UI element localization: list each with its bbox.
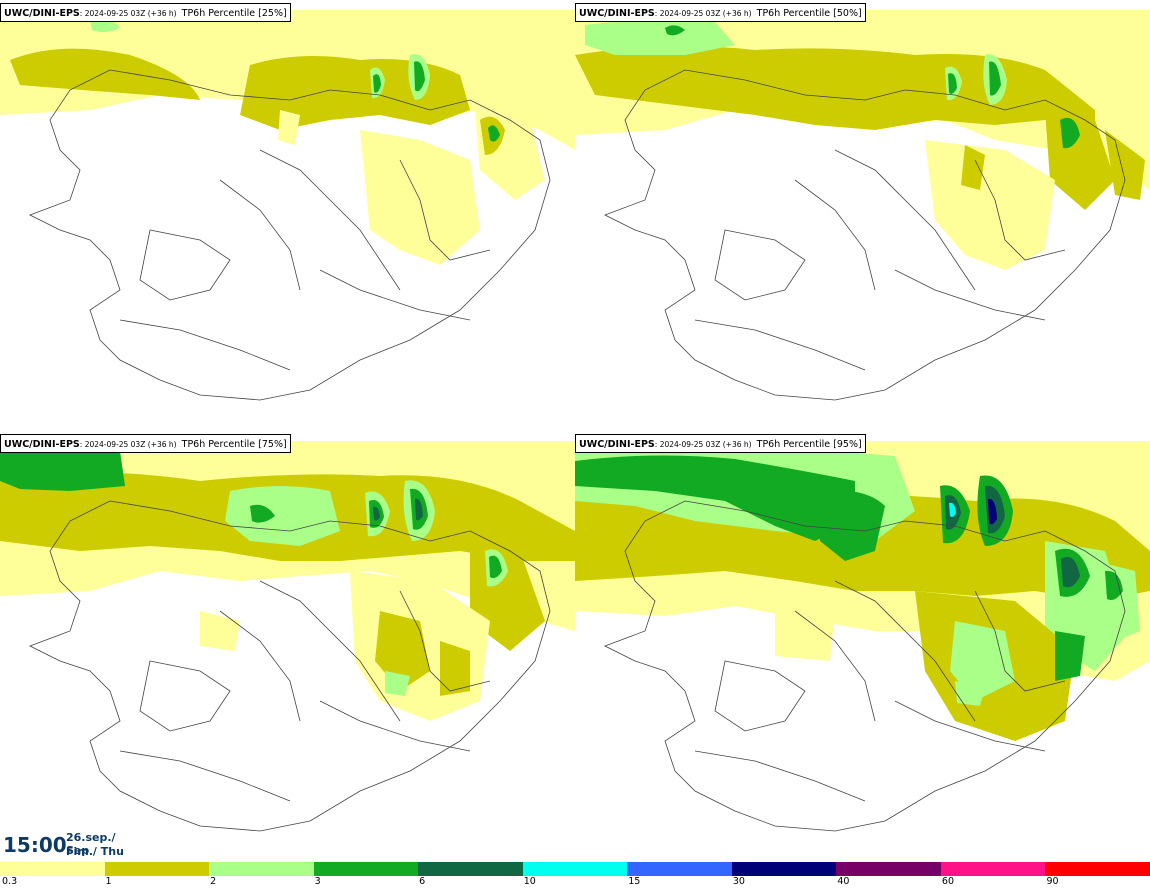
color-scale-ticks: 0.3 1 2 3 6 10 15 30 40 60 90 bbox=[0, 876, 1150, 891]
color-scale-tick-label: 10 bbox=[523, 876, 536, 887]
valid-date: 26.sep./ Sep bbox=[66, 831, 116, 857]
color-scale-segment bbox=[313, 862, 419, 876]
color-scale-tick-label: 6 bbox=[419, 876, 426, 887]
color-scale-tick-label: 1 bbox=[105, 876, 112, 887]
field-name: TP6h Percentile [25%] bbox=[181, 8, 287, 19]
color-scale-tick-label: 60 bbox=[941, 876, 954, 887]
model-name: UWC/DINI-EPS bbox=[579, 439, 655, 450]
color-scale-segment bbox=[836, 862, 941, 876]
field-name: TP6h Percentile [50%] bbox=[756, 8, 862, 19]
precip-map-95 bbox=[575, 431, 1150, 861]
model-name: UWC/DINI-EPS bbox=[4, 439, 80, 450]
map-panel-50: UWC/DINI-EPS: 2024-09-25 03Z (+36 h) TP6… bbox=[575, 0, 1150, 430]
run-info: : 2024-09-25 03Z (+36 h) bbox=[79, 9, 177, 18]
precip-map-50 bbox=[575, 0, 1150, 430]
run-info: : 2024-09-25 03Z (+36 h) bbox=[654, 440, 752, 449]
color-scale-segment bbox=[104, 862, 210, 876]
color-scale-segment bbox=[1045, 862, 1150, 876]
panel-title-95: UWC/DINI-EPS: 2024-09-25 03Z (+36 h) TP6… bbox=[575, 434, 866, 453]
color-scale-segment bbox=[522, 862, 628, 876]
precip-map-75 bbox=[0, 431, 575, 861]
model-name: UWC/DINI-EPS bbox=[4, 8, 80, 19]
color-scale-tick-label: 40 bbox=[837, 876, 850, 887]
color-scale-tick-label: 30 bbox=[732, 876, 745, 887]
panel-title-75: UWC/DINI-EPS: 2024-09-25 03Z (+36 h) TP6… bbox=[0, 434, 291, 453]
map-panel-25: UWC/DINI-EPS: 2024-09-25 03Z (+36 h) TP6… bbox=[0, 0, 575, 430]
color-scale-bar bbox=[0, 862, 1150, 876]
map-panel-95: UWC/DINI-EPS: 2024-09-25 03Z (+36 h) TP6… bbox=[575, 431, 1150, 861]
valid-day: Fim./ Thu bbox=[66, 845, 124, 858]
valid-time: 15:00 bbox=[3, 833, 67, 857]
color-scale-tick-label: 0.3 bbox=[2, 876, 18, 887]
color-scale-segment bbox=[940, 862, 1046, 876]
field-name: TP6h Percentile [95%] bbox=[756, 439, 862, 450]
field-name: TP6h Percentile [75%] bbox=[181, 439, 287, 450]
color-scale-segment bbox=[627, 862, 732, 876]
run-info: : 2024-09-25 03Z (+36 h) bbox=[79, 440, 177, 449]
panel-title-50: UWC/DINI-EPS: 2024-09-25 03Z (+36 h) TP6… bbox=[575, 3, 866, 22]
color-scale-tick-label: 3 bbox=[314, 876, 321, 887]
color-scale-segment bbox=[0, 862, 105, 876]
panel-title-25: UWC/DINI-EPS: 2024-09-25 03Z (+36 h) TP6… bbox=[0, 3, 291, 22]
run-info: : 2024-09-25 03Z (+36 h) bbox=[654, 9, 752, 18]
color-scale-segment bbox=[418, 862, 523, 876]
map-panel-75: UWC/DINI-EPS: 2024-09-25 03Z (+36 h) TP6… bbox=[0, 431, 575, 861]
model-name: UWC/DINI-EPS bbox=[579, 8, 655, 19]
color-scale-tick-label: 2 bbox=[210, 876, 217, 887]
color-scale-tick-label: 15 bbox=[628, 876, 641, 887]
precip-map-25 bbox=[0, 0, 575, 430]
color-scale-segment bbox=[731, 862, 837, 876]
valid-time-box: 15:00 26.sep./ Sep Fim./ Thu bbox=[0, 828, 140, 862]
color-scale-segment bbox=[209, 862, 314, 876]
color-scale-tick-label: 90 bbox=[1046, 876, 1059, 887]
